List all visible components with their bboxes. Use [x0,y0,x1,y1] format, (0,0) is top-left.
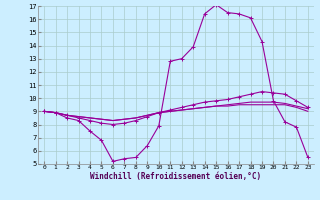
X-axis label: Windchill (Refroidissement éolien,°C): Windchill (Refroidissement éolien,°C) [91,172,261,181]
